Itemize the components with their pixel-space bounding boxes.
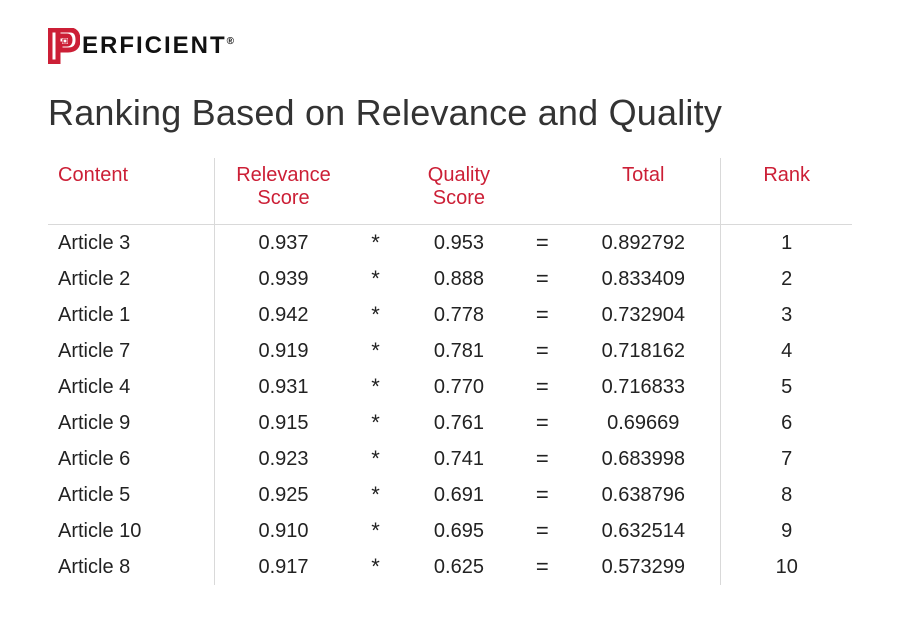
col-header-op1 [352, 158, 400, 225]
cell-content: Article 6 [48, 441, 215, 477]
operator-multiply: * [352, 513, 400, 549]
cell-quality: 0.625 [399, 549, 518, 585]
cell-content: Article 2 [48, 261, 215, 297]
operator-multiply: * [352, 333, 400, 369]
cell-rank: 1 [721, 225, 852, 262]
operator-equals: = [518, 549, 566, 585]
cell-total: 0.718162 [566, 333, 721, 369]
operator-multiply: * [352, 405, 400, 441]
col-header-rank: Rank [721, 158, 852, 225]
operator-equals: = [518, 225, 566, 262]
operator-multiply: * [352, 441, 400, 477]
cell-quality: 0.888 [399, 261, 518, 297]
cell-quality: 0.770 [399, 369, 518, 405]
cell-relevance: 0.931 [215, 369, 352, 405]
cell-content: Article 9 [48, 405, 215, 441]
cell-quality: 0.691 [399, 477, 518, 513]
cell-relevance: 0.919 [215, 333, 352, 369]
col-header-op2 [518, 158, 566, 225]
operator-equals: = [518, 513, 566, 549]
ranking-table: Content Relevance Score Quality Score To… [48, 158, 852, 585]
table-header-row: Content Relevance Score Quality Score To… [48, 158, 852, 225]
cell-rank: 8 [721, 477, 852, 513]
cell-content: Article 5 [48, 477, 215, 513]
cell-relevance: 0.937 [215, 225, 352, 262]
cell-relevance: 0.910 [215, 513, 352, 549]
table-row: Article 80.917*0.625=0.57329910 [48, 549, 852, 585]
operator-equals: = [518, 369, 566, 405]
table-row: Article 50.925*0.691=0.6387968 [48, 477, 852, 513]
operator-multiply: * [352, 549, 400, 585]
cell-content: Article 1 [48, 297, 215, 333]
cell-total: 0.833409 [566, 261, 721, 297]
cell-total: 0.732904 [566, 297, 721, 333]
brand-logo: ERFICIENT® [48, 28, 852, 64]
cell-total: 0.716833 [566, 369, 721, 405]
cell-total: 0.69669 [566, 405, 721, 441]
operator-equals: = [518, 261, 566, 297]
cell-rank: 9 [721, 513, 852, 549]
cell-rank: 2 [721, 261, 852, 297]
cell-quality: 0.695 [399, 513, 518, 549]
cell-quality: 0.778 [399, 297, 518, 333]
cell-total: 0.632514 [566, 513, 721, 549]
operator-multiply: * [352, 369, 400, 405]
cell-total: 0.573299 [566, 549, 721, 585]
cell-total: 0.892792 [566, 225, 721, 262]
brand-name: ERFICIENT® [82, 32, 236, 60]
cell-rank: 7 [721, 441, 852, 477]
col-header-total: Total [566, 158, 721, 225]
col-header-relevance: Relevance Score [215, 158, 352, 225]
cell-relevance: 0.942 [215, 297, 352, 333]
table-row: Article 10.942*0.778=0.7329043 [48, 297, 852, 333]
operator-multiply: * [352, 261, 400, 297]
cell-rank: 4 [721, 333, 852, 369]
operator-equals: = [518, 333, 566, 369]
operator-equals: = [518, 441, 566, 477]
cell-relevance: 0.939 [215, 261, 352, 297]
operator-multiply: * [352, 477, 400, 513]
cell-rank: 6 [721, 405, 852, 441]
operator-equals: = [518, 297, 566, 333]
cell-rank: 3 [721, 297, 852, 333]
cell-rank: 5 [721, 369, 852, 405]
col-header-content: Content [48, 158, 215, 225]
cell-content: Article 10 [48, 513, 215, 549]
cell-relevance: 0.917 [215, 549, 352, 585]
cell-rank: 10 [721, 549, 852, 585]
cell-content: Article 8 [48, 549, 215, 585]
operator-equals: = [518, 477, 566, 513]
table-body: Article 30.937*0.953=0.8927921Article 20… [48, 225, 852, 586]
cell-content: Article 3 [48, 225, 215, 262]
operator-multiply: * [352, 297, 400, 333]
table-row: Article 100.910*0.695=0.6325149 [48, 513, 852, 549]
operator-equals: = [518, 405, 566, 441]
table-row: Article 20.939*0.888=0.8334092 [48, 261, 852, 297]
cell-quality: 0.781 [399, 333, 518, 369]
cell-quality: 0.761 [399, 405, 518, 441]
cell-relevance: 0.923 [215, 441, 352, 477]
cell-total: 0.638796 [566, 477, 721, 513]
cell-quality: 0.953 [399, 225, 518, 262]
cell-quality: 0.741 [399, 441, 518, 477]
cell-content: Article 7 [48, 333, 215, 369]
operator-multiply: * [352, 225, 400, 262]
table-row: Article 60.923*0.741=0.6839987 [48, 441, 852, 477]
cell-relevance: 0.915 [215, 405, 352, 441]
table-row: Article 70.919*0.781=0.7181624 [48, 333, 852, 369]
cell-relevance: 0.925 [215, 477, 352, 513]
table-row: Article 90.915*0.761=0.696696 [48, 405, 852, 441]
cell-total: 0.683998 [566, 441, 721, 477]
page-title: Ranking Based on Relevance and Quality [48, 92, 852, 134]
cell-content: Article 4 [48, 369, 215, 405]
p-logo-icon [48, 28, 80, 64]
col-header-quality: Quality Score [399, 158, 518, 225]
table-row: Article 30.937*0.953=0.8927921 [48, 225, 852, 262]
table-row: Article 40.931*0.770=0.7168335 [48, 369, 852, 405]
